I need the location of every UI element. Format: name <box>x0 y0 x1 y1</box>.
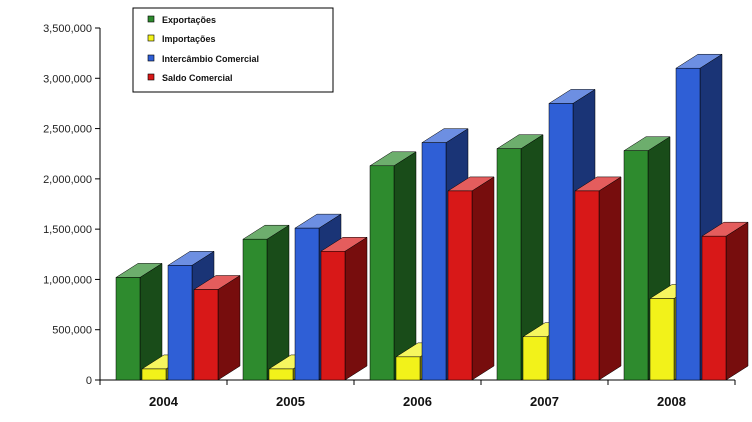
legend-label-2: Intercâmbio Comercial <box>162 54 259 64</box>
bar <box>447 176 495 381</box>
bar-front <box>675 67 701 381</box>
bar-front <box>574 190 600 381</box>
bar-front <box>141 368 167 381</box>
bar <box>320 236 368 381</box>
legend-label-3: Saldo Comercial <box>162 73 233 83</box>
x-tick-label: 2008 <box>657 394 686 409</box>
bar <box>496 134 544 381</box>
x-tick-label: 2005 <box>276 394 305 409</box>
legend-swatch-2 <box>147 54 155 62</box>
bar <box>193 275 241 381</box>
x-tick-label: 2006 <box>403 394 432 409</box>
bar-side <box>217 275 241 381</box>
bar-front <box>496 148 522 381</box>
bar <box>574 176 622 381</box>
bar-front <box>369 165 395 381</box>
bar-front <box>548 103 574 381</box>
bar <box>115 262 163 381</box>
bar-front <box>395 356 421 381</box>
bar-front <box>242 238 268 381</box>
bar-side <box>393 151 417 381</box>
bar-front <box>522 336 548 381</box>
bar-side <box>266 224 290 381</box>
bars <box>115 53 749 381</box>
bar-front <box>268 368 294 381</box>
legend-label-1: Importações <box>162 34 216 44</box>
bar-front <box>167 265 193 381</box>
bar-front <box>447 190 473 381</box>
legend-swatch-1 <box>147 34 155 42</box>
y-axis: 0 500,000 1,000,000 1,500,000 2,000,000 2,500… <box>43 23 101 387</box>
y-tick-label: 0 <box>86 375 92 387</box>
legend-box <box>132 7 334 93</box>
y-tick-label: 1,000,000 <box>43 274 92 286</box>
bar-front <box>421 142 447 381</box>
y-tick-label: 3,000,000 <box>43 73 92 85</box>
legend-swatch-3 <box>147 73 155 81</box>
legend-swatch-0 <box>147 15 155 23</box>
bar <box>242 224 290 381</box>
bar-front <box>649 298 675 381</box>
legend-label-0: Exportações <box>162 15 216 25</box>
bar-side <box>598 176 622 381</box>
x-axis: 2004 2005 2006 2007 2008 <box>99 379 736 409</box>
bar-side <box>725 221 749 381</box>
y-tick-label: 2,000,000 <box>43 174 92 186</box>
bar-front <box>294 227 320 381</box>
x-tick-label: 2007 <box>530 394 559 409</box>
bar-front <box>115 277 141 381</box>
bar-side <box>471 176 495 381</box>
bar <box>701 221 749 381</box>
bar-front <box>623 150 649 381</box>
y-tick-label: 500,000 <box>52 325 92 337</box>
x-tick-label: 2004 <box>149 394 179 409</box>
bar-front <box>701 235 727 381</box>
bar <box>369 151 417 381</box>
bar-front <box>193 289 219 381</box>
y-tick-label: 3,500,000 <box>43 23 92 35</box>
legend: Exportações Importações Intercâmbio Come… <box>132 7 334 93</box>
bar-side <box>344 236 368 381</box>
y-tick-label: 1,500,000 <box>43 224 92 236</box>
bar-front <box>320 251 346 381</box>
y-tick-label: 2,500,000 <box>43 124 92 136</box>
